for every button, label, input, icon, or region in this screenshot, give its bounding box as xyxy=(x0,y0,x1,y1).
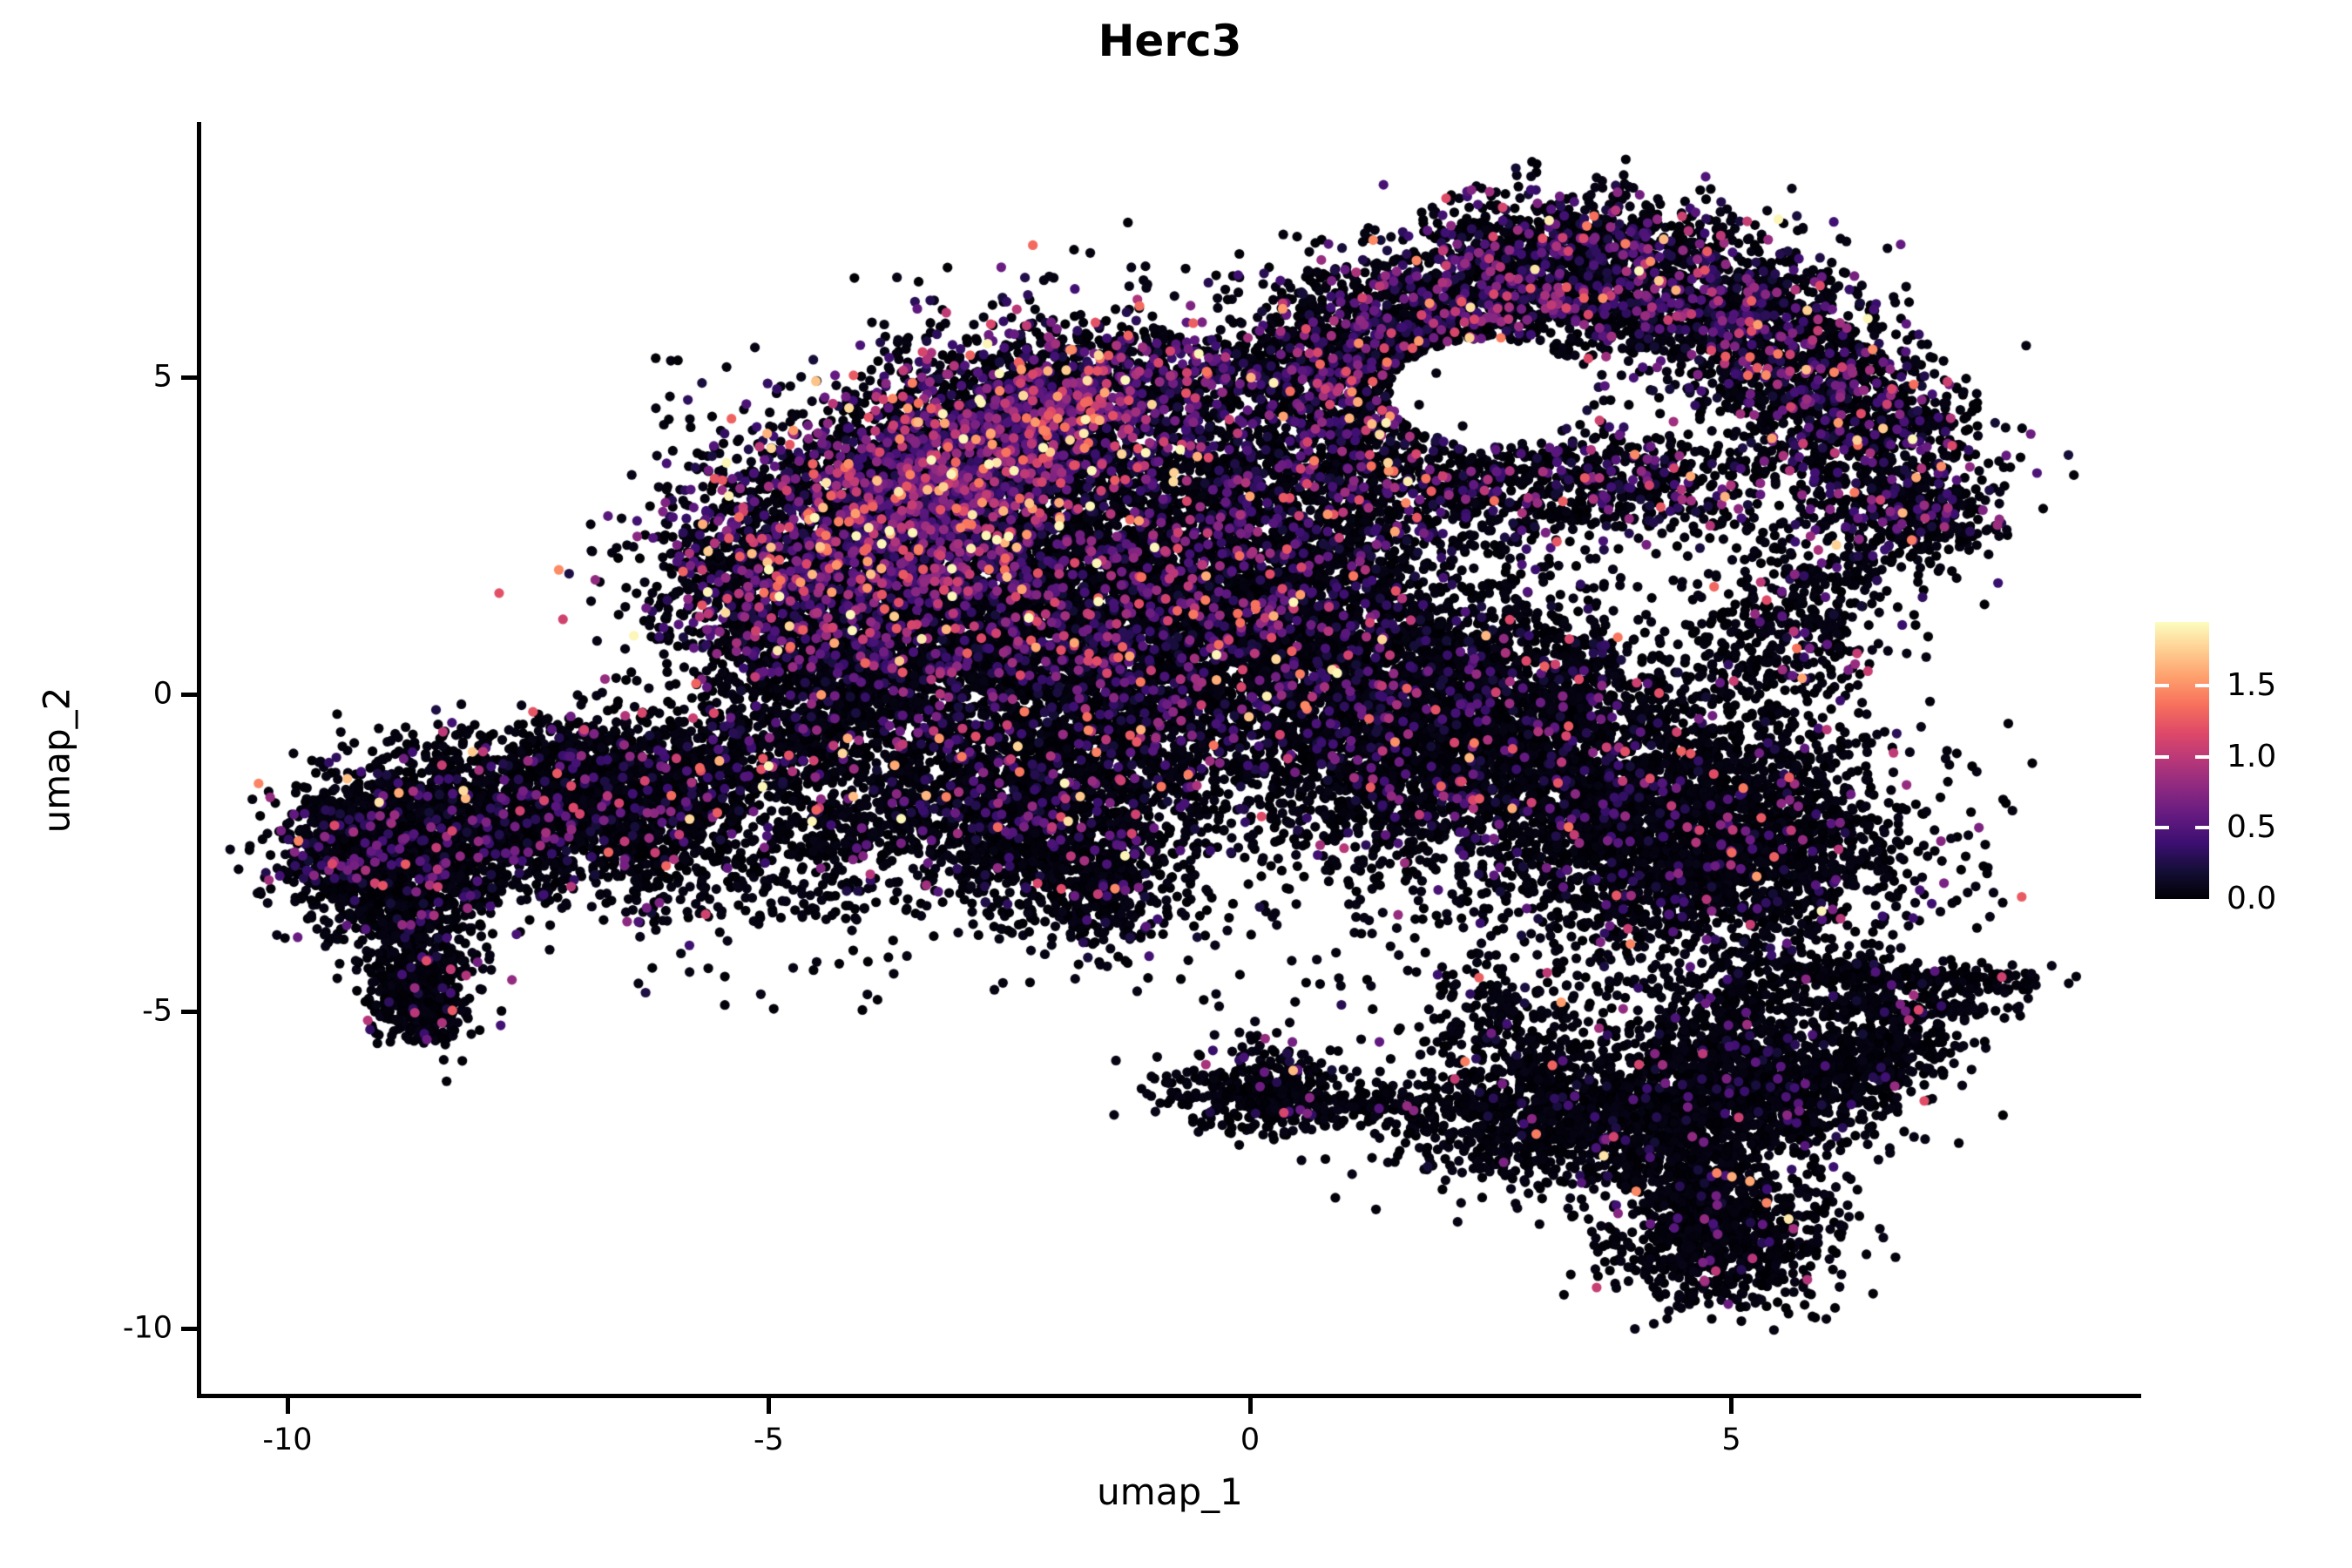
y-tick-mark xyxy=(181,1326,197,1331)
colorbar-tick xyxy=(2155,684,2169,688)
x-axis-title: umap_1 xyxy=(1097,1470,1243,1513)
colorbar-tick xyxy=(2155,754,2169,759)
colorbar-label: 1.0 xyxy=(2227,738,2277,774)
x-tick-label: 0 xyxy=(1240,1423,1260,1457)
x-tick-mark xyxy=(285,1398,290,1414)
x-tick-label: 5 xyxy=(1721,1423,1741,1457)
y-tick-label: -10 xyxy=(122,1310,172,1346)
y-tick-label: -5 xyxy=(142,993,172,1029)
x-tick-label: -10 xyxy=(262,1423,313,1457)
colorbar-label: 1.5 xyxy=(2227,667,2277,704)
colorbar-gradient xyxy=(2155,622,2209,899)
colorbar-tick xyxy=(2195,754,2209,759)
y-tick-mark xyxy=(181,692,197,697)
colorbar-label: 0.0 xyxy=(2227,881,2277,916)
y-tick-mark xyxy=(181,375,197,380)
page-title: Herc3 xyxy=(1098,16,1242,66)
x-tick-mark xyxy=(1729,1398,1734,1414)
colorbar-label: 0.5 xyxy=(2227,809,2277,846)
colorbar-tick xyxy=(2155,826,2169,830)
y-axis-title: umap_2 xyxy=(35,686,78,834)
y-tick-label: 5 xyxy=(152,359,172,395)
y-tick-label: 0 xyxy=(152,676,172,712)
x-tick-label: -5 xyxy=(754,1423,784,1457)
colorbar-tick xyxy=(2195,826,2209,830)
x-axis-line xyxy=(197,1394,2141,1398)
colorbar-tick xyxy=(2195,684,2209,688)
x-tick-mark xyxy=(1247,1398,1253,1414)
y-tick-mark xyxy=(181,1009,197,1014)
x-tick-mark xyxy=(767,1398,771,1414)
y-axis-line xyxy=(197,122,201,1398)
